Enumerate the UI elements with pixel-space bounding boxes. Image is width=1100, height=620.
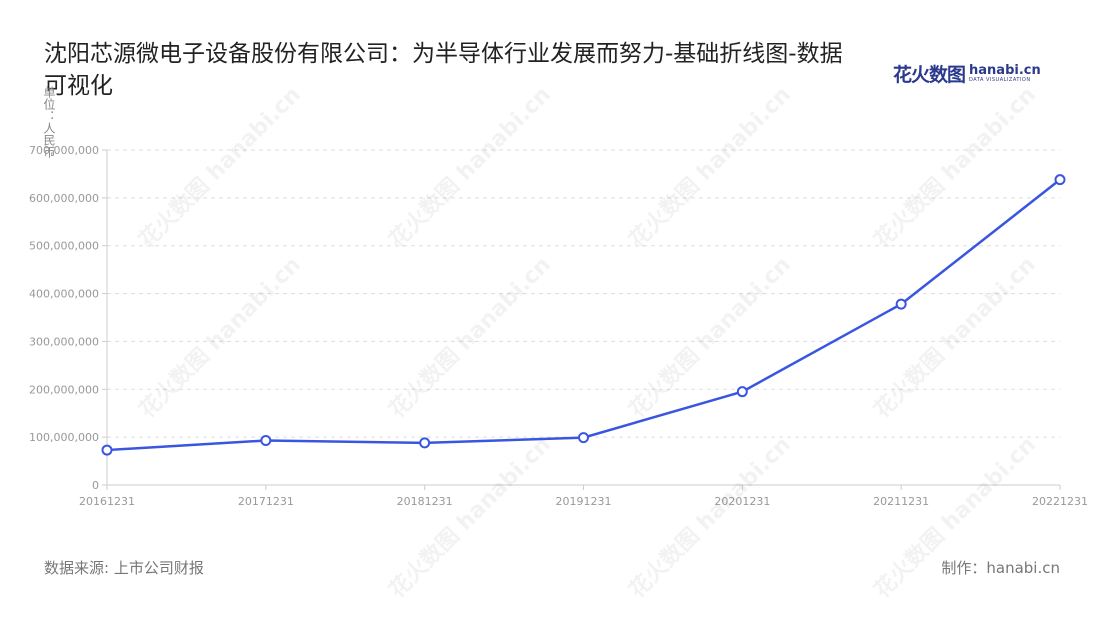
x-axis: 20161231 20171231 20181231 20191231 20201231… [79, 484, 1088, 508]
y-tick-label: 600,000,000 [29, 192, 99, 205]
data-point [260, 434, 272, 446]
x-tick-label: 20221231 [1032, 495, 1088, 508]
data-point [736, 386, 748, 398]
grid-lines [107, 149, 1060, 438]
logo-tagline: DATA VISUALIZATION [969, 76, 1031, 83]
y-tick-label: 200,000,000 [29, 383, 99, 396]
data-point [1054, 174, 1066, 186]
x-tick-label: 20171231 [238, 495, 294, 508]
data-source-note: 数据来源: 上市公司财报 [44, 559, 204, 577]
x-tick-label: 20191231 [556, 495, 612, 508]
series-layer [101, 174, 1066, 456]
y-tick-label: 300,000,000 [29, 335, 99, 348]
x-tick-label: 20181231 [397, 495, 453, 508]
logo-cn-text: 花火数图 [893, 63, 966, 86]
series-line [105, 178, 1062, 452]
y-tick-label: 400,000,000 [29, 288, 99, 301]
x-tick-label: 20211231 [873, 495, 929, 508]
hanabi-logo: 花火数图 hanabi.cn DATA VISUALIZATION [893, 60, 1041, 86]
y-axis-unit-label: 单位：人民币 [42, 86, 56, 158]
data-point [101, 444, 113, 456]
logo-en-text: hanabi.cn [969, 62, 1041, 78]
data-point [895, 298, 907, 310]
x-tick-label: 20201231 [714, 495, 770, 508]
x-tick-label: 20161231 [79, 495, 135, 508]
y-tick-label: 700,000,000 [29, 144, 99, 157]
chart-title: 沈阳芯源微电子设备股份有限公司：为半导体行业发展而努力-基础折线图-数据可视化 [44, 41, 843, 99]
y-axis: 0 100,000,000 200,000,000 300,000,000 400,00… [29, 144, 108, 492]
y-tick-label: 0 [92, 479, 99, 492]
logo-en-block: hanabi.cn DATA VISUALIZATION [969, 64, 1041, 83]
y-tick-label: 100,000,000 [29, 431, 99, 444]
data-point [419, 437, 431, 449]
y-tick-label: 500,000,000 [29, 240, 99, 253]
data-point [578, 432, 589, 444]
credit-note: 制作：hanabi.cn [941, 559, 1060, 577]
